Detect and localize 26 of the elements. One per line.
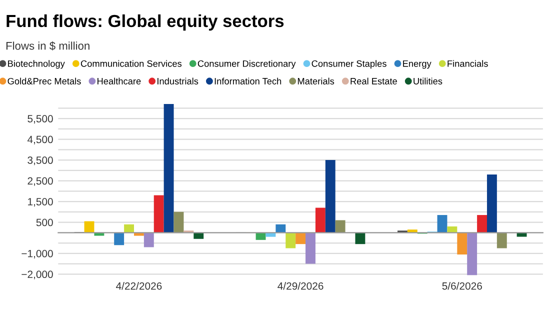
chart-subtitle: Flows in $ million bbox=[6, 41, 90, 50]
legend-label: Biotechnology bbox=[8, 60, 65, 69]
chart-title: Fund flows: Global equity sectors bbox=[6, 14, 284, 31]
y-tick-label: −2,000 bbox=[22, 270, 53, 280]
legend-label: Consumer Discretionary bbox=[198, 60, 296, 69]
x-tick-label: 4/29/2026 bbox=[278, 282, 324, 290]
legend-label: Utilities bbox=[414, 78, 442, 84]
legend-label: Communication Services bbox=[80, 60, 182, 67]
y-tick-label: 500 bbox=[36, 218, 53, 226]
legend-label: Real Estate bbox=[350, 78, 397, 84]
legend-label: Industrials bbox=[158, 78, 198, 84]
y-tick-label: 5,500 bbox=[28, 115, 53, 124]
y-tick-label: −1,000 bbox=[22, 250, 53, 259]
legend-label: Financials bbox=[448, 60, 488, 67]
legend-label: Gold&Prec Metals bbox=[8, 78, 81, 84]
y-tick-label: 3,500 bbox=[28, 156, 53, 166]
y-tick-label: 1,500 bbox=[28, 198, 53, 207]
y-tick-label: 4,500 bbox=[27, 136, 53, 144]
x-tick-label: 5/6/2026 bbox=[442, 282, 482, 290]
x-tick-label: 4/22/2026 bbox=[116, 282, 162, 290]
legend-label: Materials bbox=[298, 78, 334, 84]
y-tick-label: 2,500 bbox=[28, 177, 53, 186]
legend-label: Healthcare bbox=[98, 78, 141, 84]
legend-label: Information Tech bbox=[214, 78, 282, 84]
legend-label: Energy bbox=[403, 60, 432, 69]
legend-label: Consumer Staples bbox=[312, 60, 386, 69]
